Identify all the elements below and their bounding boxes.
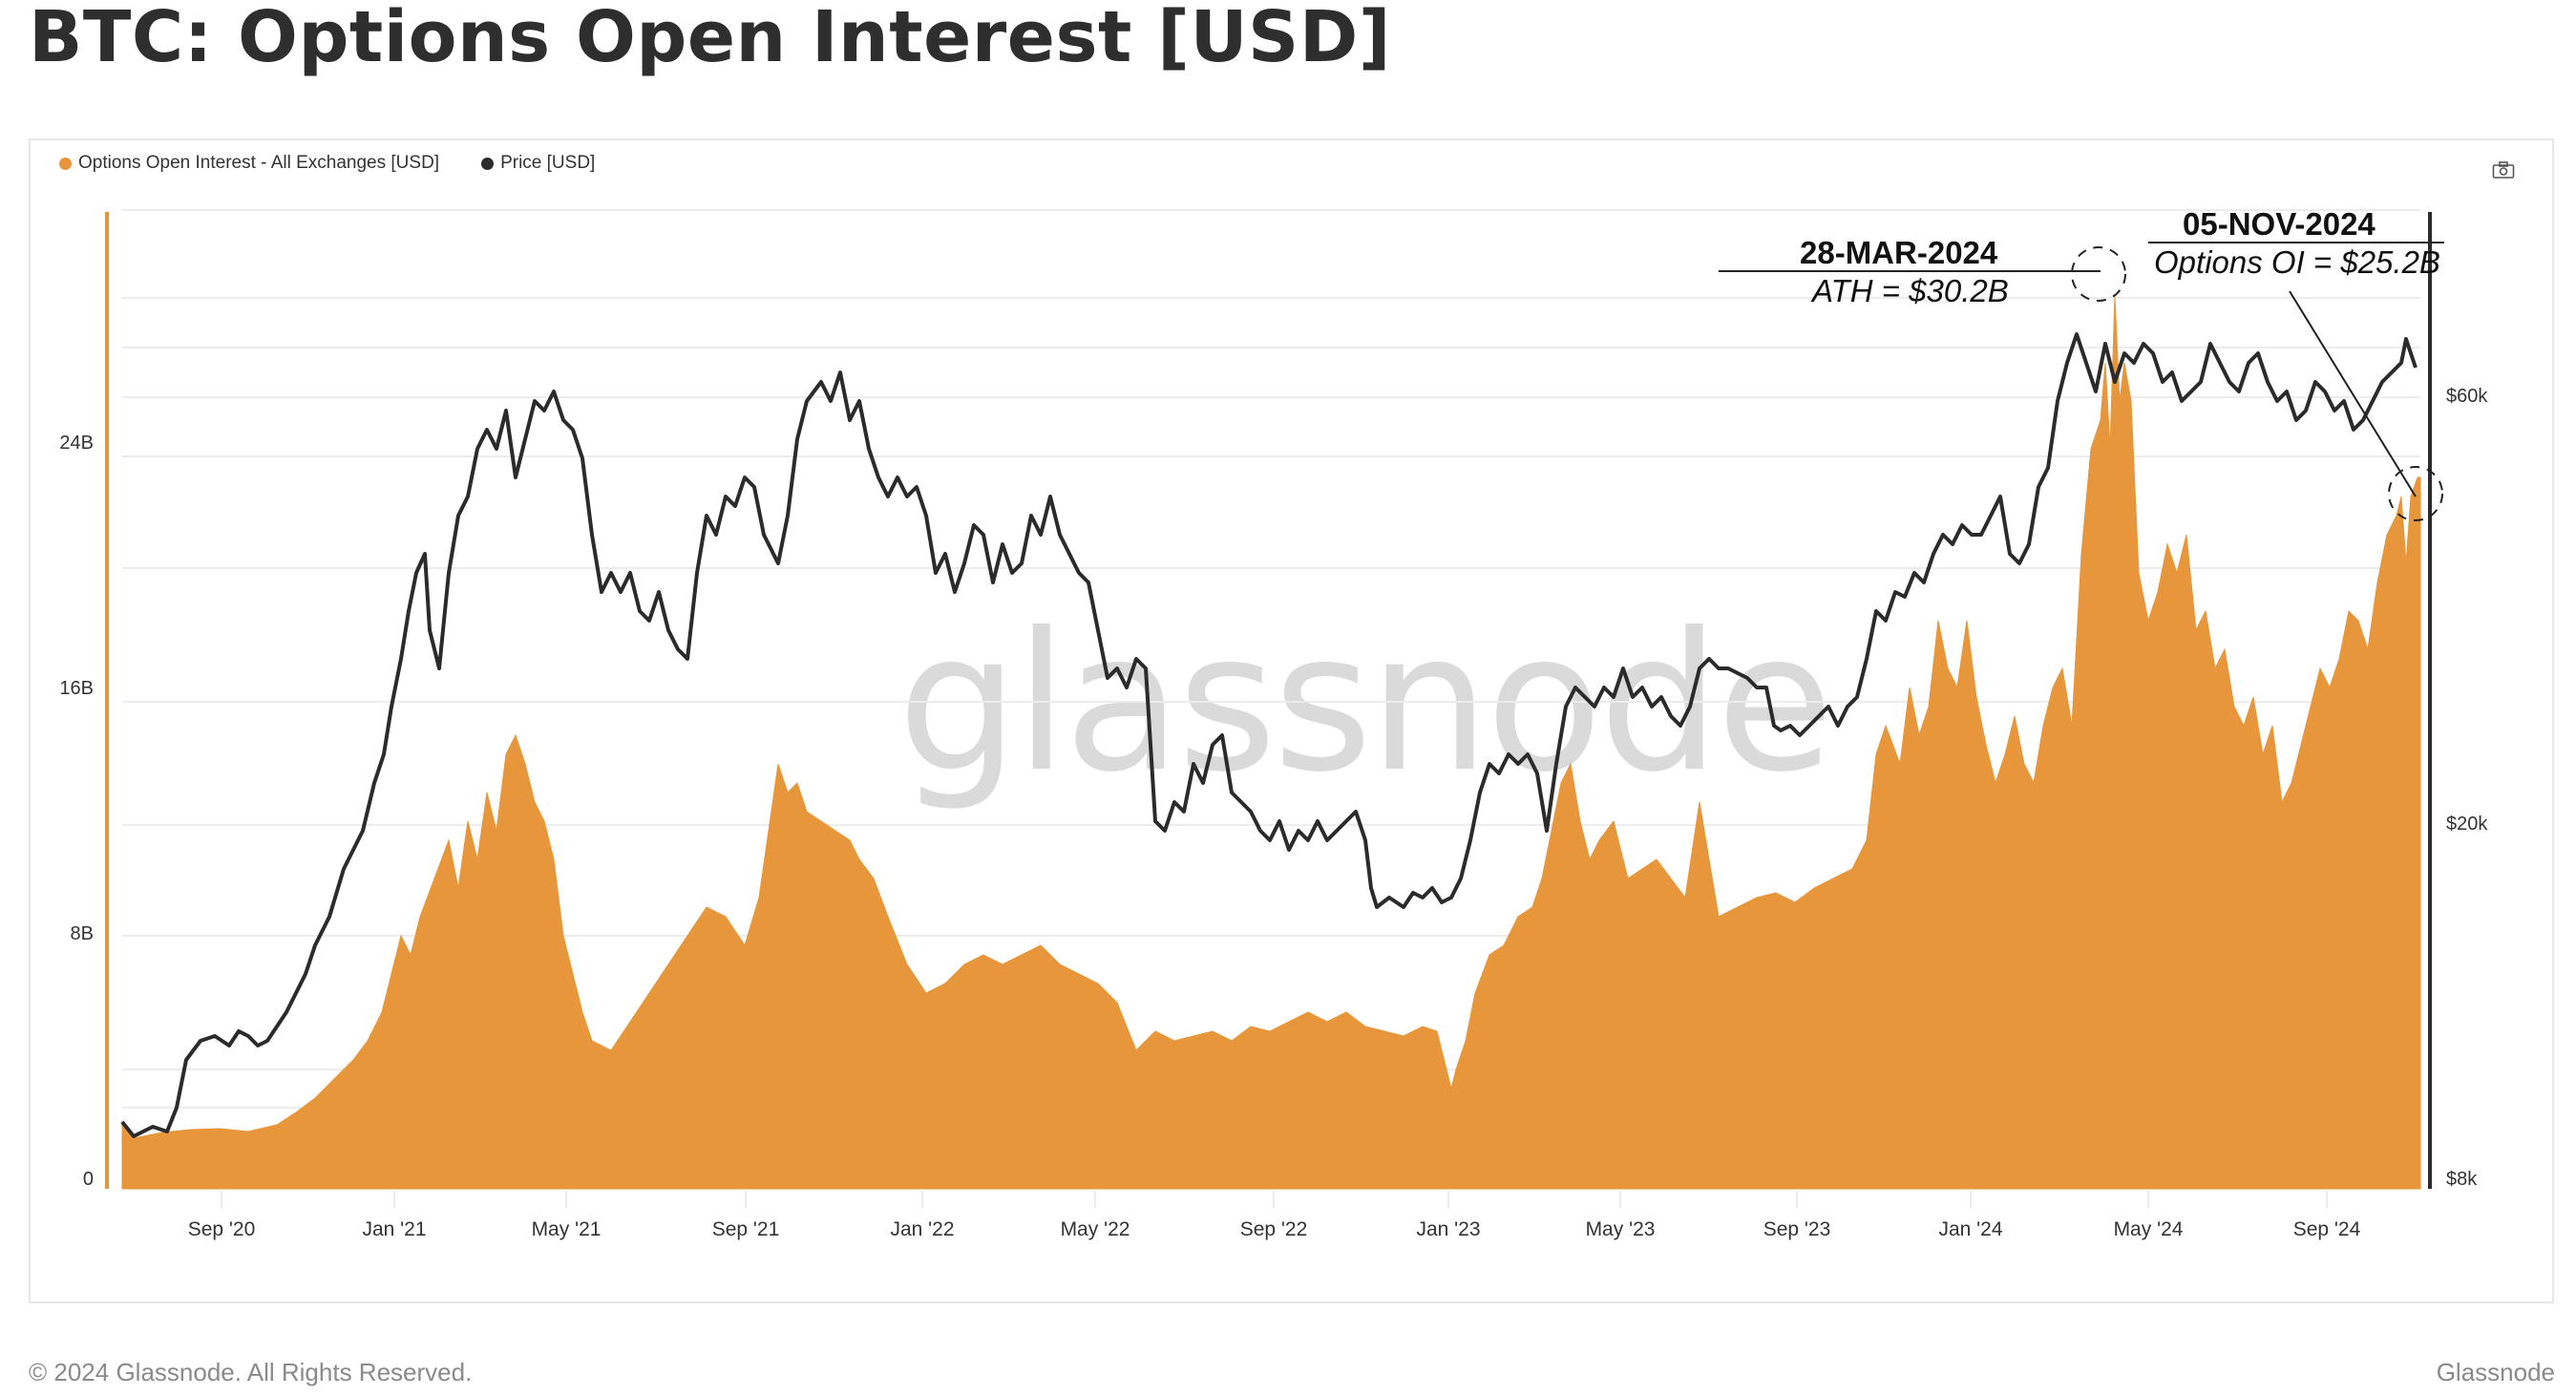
x-tick: Sep '20 [187, 1218, 256, 1240]
x-tick: May '24 [2113, 1218, 2184, 1240]
x-tick: May '23 [1585, 1218, 1656, 1240]
options-oi-area [121, 295, 2421, 1190]
price-line [120, 332, 2418, 1138]
latest-value-label: Options OI = $25.2B [2154, 244, 2440, 280]
y-tick-left: 0 [82, 1169, 94, 1190]
legend-item-options-oi[interactable]: Options Open Interest - All Exchanges [U… [59, 153, 439, 174]
latest-highlight-circle [2388, 466, 2443, 521]
legend-label-options-oi: Options Open Interest - All Exchanges [U… [78, 153, 440, 173]
x-tick: Sep '24 [2292, 1218, 2361, 1240]
y-tick-right: $60k [2446, 386, 2488, 407]
x-tick: Jan '21 [362, 1218, 427, 1240]
y-tick-left: 16B [59, 678, 94, 699]
x-tick: May '21 [531, 1218, 602, 1240]
glassnode-watermark: glassnode [897, 592, 1834, 814]
x-tick: Jan '24 [1938, 1218, 2003, 1240]
y-tick-right: $20k [2446, 814, 2488, 835]
x-tick: Sep '23 [1763, 1218, 1831, 1240]
legend-item-price[interactable]: Price [USD] [481, 153, 595, 174]
y-tick-left: 24B [59, 433, 94, 454]
page-title: BTC: Options Open Interest [USD] [29, 0, 1392, 78]
x-tick: Jan '23 [1416, 1218, 1481, 1240]
black-dot-icon [481, 157, 495, 170]
camera-icon[interactable] [2492, 160, 2515, 180]
copyright-text: © 2024 Glassnode. All Rights Reserved. [29, 1358, 473, 1386]
x-tick: Sep '22 [1239, 1218, 1308, 1240]
x-tick: Jan '22 [890, 1218, 955, 1240]
x-tick: May '22 [1060, 1218, 1130, 1240]
x-tick: Sep '21 [711, 1218, 780, 1240]
ath-highlight-circle [2071, 246, 2126, 302]
legend-label-price: Price [USD] [500, 153, 596, 173]
latest-date-label: 05-NOV-2024 [2183, 206, 2375, 242]
pointer-line [2289, 290, 2417, 497]
y-tick-right: $8k [2446, 1169, 2478, 1190]
ath-date-label: 28-MAR-2024 [1800, 235, 1998, 270]
ath-value-label: ATH = $30.2B [1812, 273, 2009, 308]
y-tick-left: 8B [70, 923, 94, 944]
chart-legend: Options Open Interest - All Exchanges [U… [59, 153, 595, 174]
brand-text: Glassnode [2436, 1358, 2555, 1386]
orange-dot-icon [59, 157, 72, 170]
